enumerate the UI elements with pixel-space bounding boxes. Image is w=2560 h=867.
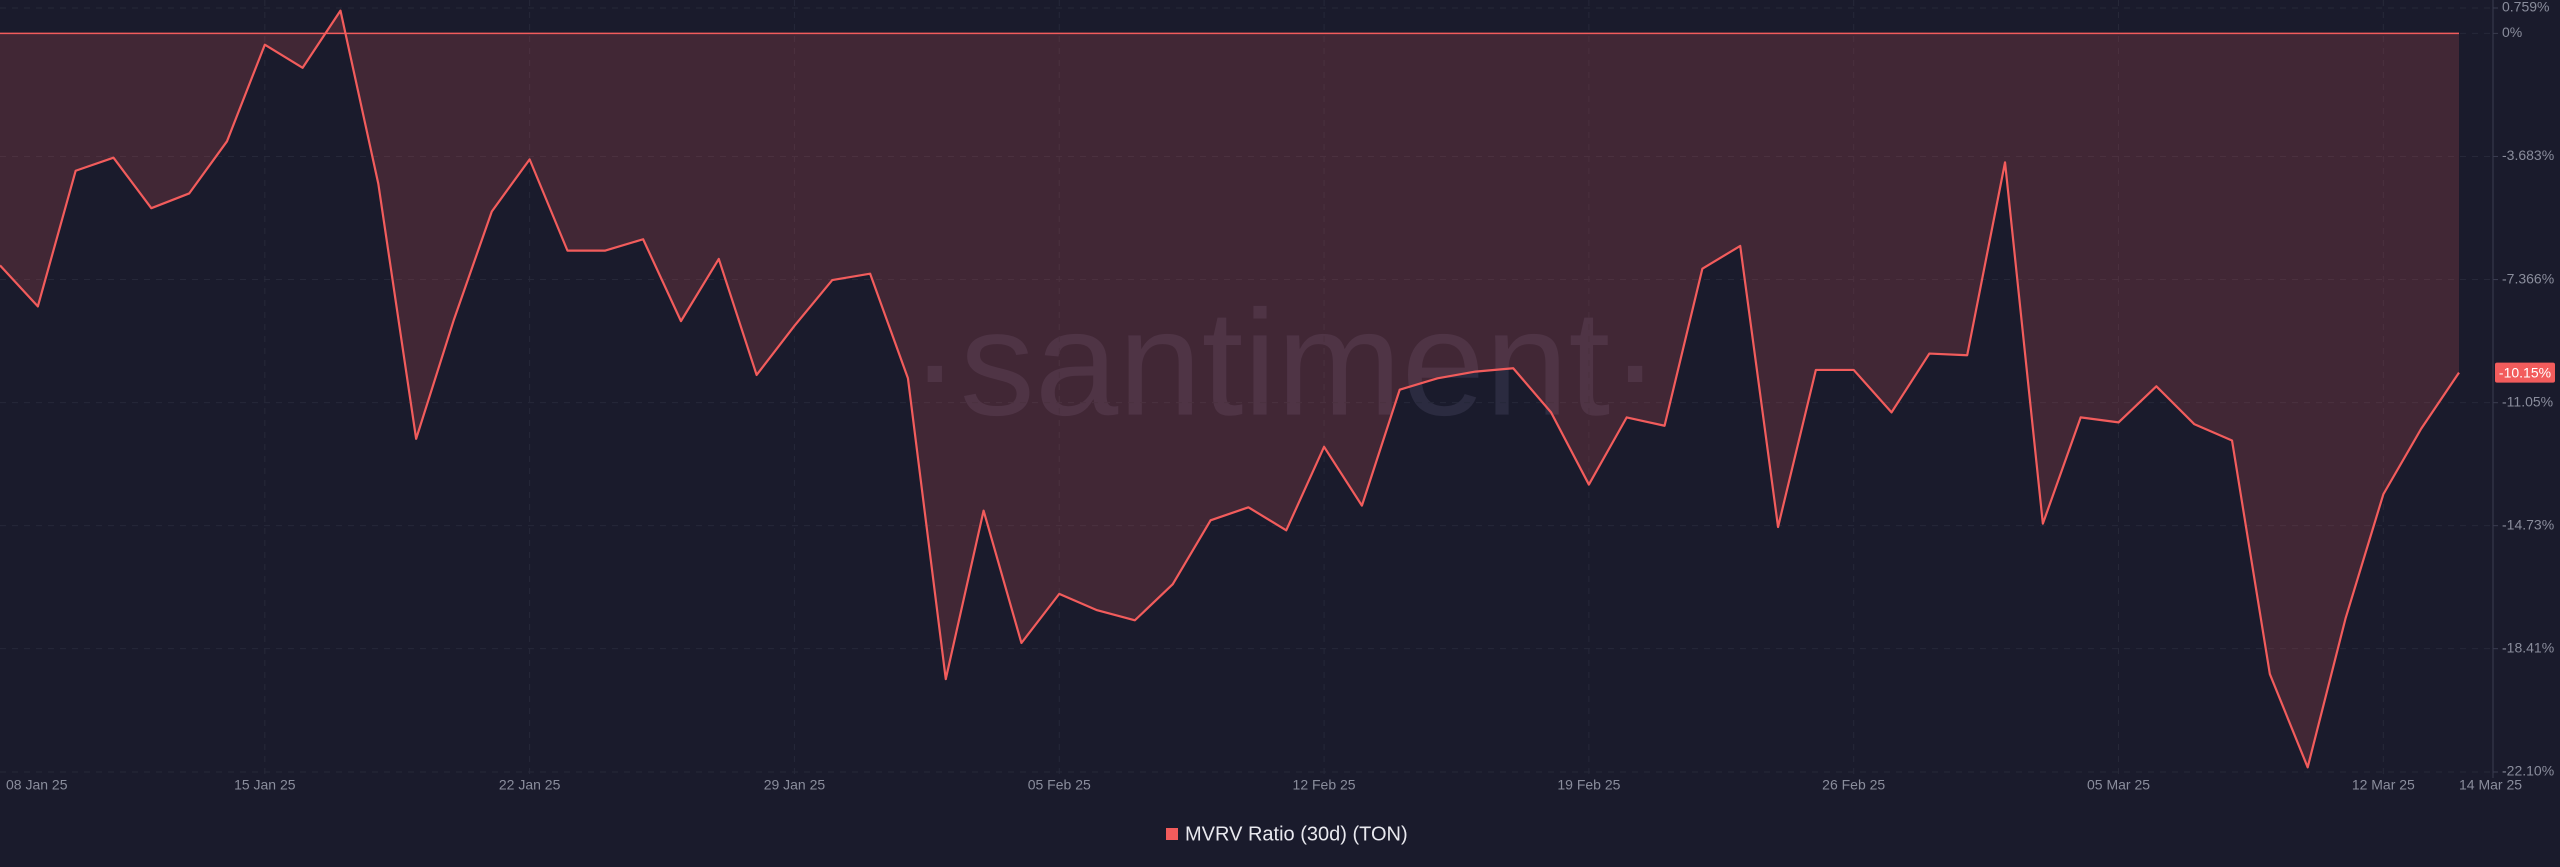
y-tick-label: 0.759% xyxy=(2502,0,2549,15)
x-tick-label: 15 Jan 25 xyxy=(234,777,296,793)
legend-label: MVRV Ratio (30d) (TON) xyxy=(1185,823,1408,845)
watermark: ·santiment· xyxy=(910,279,1660,447)
value-label: -10.15% xyxy=(2499,364,2551,380)
x-tick-label: 12 Feb 25 xyxy=(1293,777,1356,793)
y-tick-label: -3.683% xyxy=(2502,147,2554,163)
x-tick-label: 05 Mar 25 xyxy=(2087,777,2150,793)
series-line xyxy=(0,9,2460,769)
x-tick-label: 22 Jan 25 xyxy=(499,777,561,793)
x-tick-label: 12 Mar 25 xyxy=(2352,777,2415,793)
x-tick-label: 08 Jan 25 xyxy=(6,777,68,793)
x-tick-label: 19 Feb 25 xyxy=(1557,777,1620,793)
x-tick-label: 26 Feb 25 xyxy=(1822,777,1885,793)
value-label-box xyxy=(2495,362,2555,383)
x-tick-label: 14 Mar 25 xyxy=(2459,777,2522,793)
area-fill xyxy=(0,10,2459,768)
legend-swatch xyxy=(1166,828,1178,840)
x-tick-label: 05 Feb 25 xyxy=(1028,777,1091,793)
x-tick-label: 29 Jan 25 xyxy=(764,777,826,793)
y-tick-label: -18.41% xyxy=(2502,639,2554,655)
y-tick-label: -11.05% xyxy=(2502,393,2553,409)
y-tick-label: 0% xyxy=(2502,24,2522,40)
y-tick-label: -14.73% xyxy=(2502,516,2554,532)
y-tick-label: -22.10% xyxy=(2502,763,2554,779)
y-tick-label: -7.366% xyxy=(2502,270,2554,286)
